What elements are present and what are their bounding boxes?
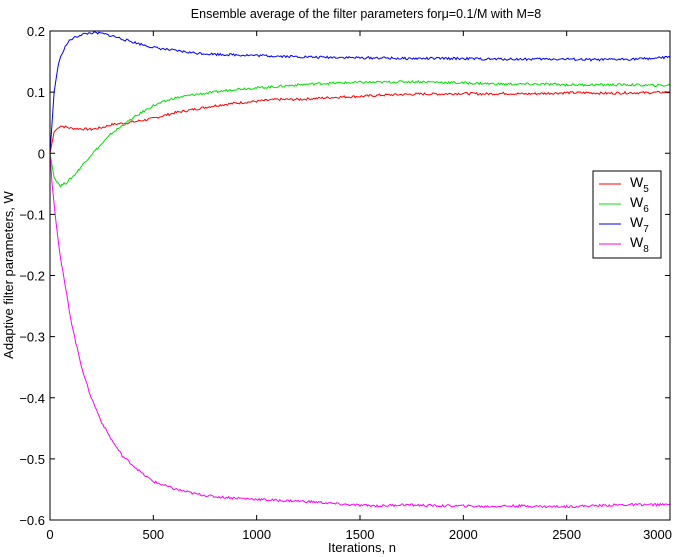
legend-label-w8: W8	[630, 234, 649, 255]
y-axis-label: Adaptive filter parameters, W	[1, 190, 16, 358]
y-axis-ticks: 0.2 0.1 0 −0.1 −0.2 −0.3 −0.4 −0.5 −0.6	[19, 24, 670, 528]
legend-label-w6: W6	[630, 194, 649, 215]
y-tick-label: −0.5	[19, 452, 45, 467]
series-line-w6	[49, 79, 671, 188]
x-axis-label: Iterations, n	[328, 540, 396, 555]
y-tick-label: −0.6	[19, 513, 45, 528]
x-tick-label: 2500	[552, 527, 581, 542]
y-tick-label: −0.2	[19, 269, 45, 284]
chart-title: Ensemble average of the filter parameter…	[191, 7, 541, 21]
x-tick-label: 1500	[346, 527, 375, 542]
legend-label-w7: W7	[630, 214, 649, 235]
x-axis-ticks: 0 500 1000 1500 2000 2500 3000	[46, 31, 672, 542]
legend-label-w5: W5	[630, 174, 649, 195]
y-tick-label: −0.3	[19, 330, 45, 345]
x-tick-label: 500	[142, 527, 164, 542]
y-tick-label: 0.2	[27, 24, 45, 39]
plot-lines	[49, 31, 671, 509]
series-line-w5	[49, 90, 671, 154]
series-line-w8	[49, 153, 671, 509]
y-tick-label: −0.4	[19, 391, 45, 406]
x-tick-label: 0	[46, 527, 53, 542]
y-tick-label: −0.1	[19, 207, 45, 222]
x-tick-label: 3000	[643, 527, 672, 542]
plot-frame	[49, 30, 671, 521]
x-tick-label: 2000	[449, 527, 478, 542]
series-line-w7	[49, 31, 671, 154]
x-tick-label: 1000	[242, 527, 271, 542]
y-tick-label: 0.1	[27, 85, 45, 100]
y-tick-label: 0	[38, 146, 45, 161]
